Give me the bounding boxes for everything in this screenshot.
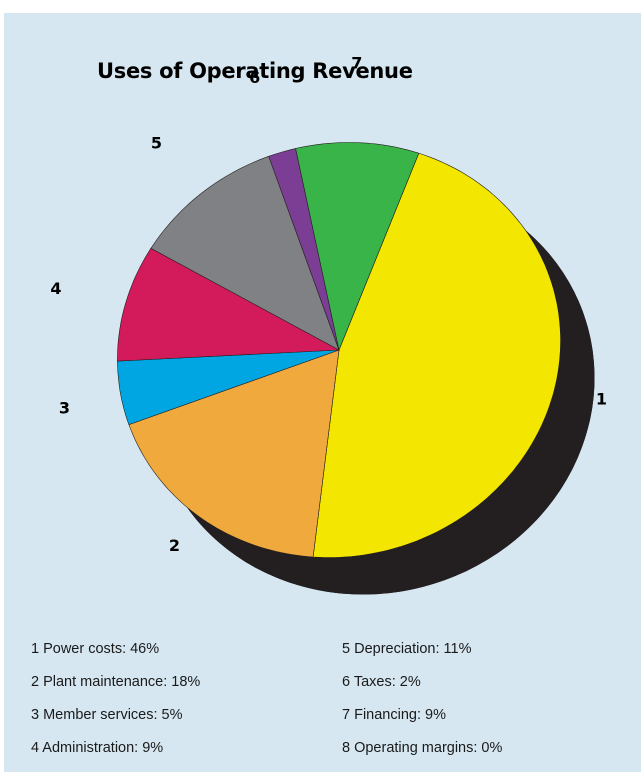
pie-slice-labels: 1 2 3 4 5 6 7 bbox=[50, 54, 607, 556]
chart-title: Uses of Operating Revenue bbox=[97, 59, 413, 83]
legend-item-operating-margins: 8 Operating margins: 0% bbox=[342, 740, 503, 756]
legend-item-member-services: 3 Member services: 5% bbox=[31, 707, 183, 723]
pie-slice-1 bbox=[312, 152, 561, 558]
pie-slice-3 bbox=[117, 349, 340, 425]
legend-item-taxes: 6 Taxes: 2% bbox=[342, 674, 421, 690]
pie-label-5: 5 bbox=[151, 133, 162, 152]
pie-slice-6 bbox=[268, 148, 340, 351]
chart-panel: Uses of Operating Revenue 1 2 3 4 5 6 7 1 Powe… bbox=[4, 13, 641, 772]
pie-label-7: 7 bbox=[351, 54, 362, 73]
pie-label-2: 2 bbox=[169, 536, 180, 555]
pie-label-4: 4 bbox=[50, 279, 61, 298]
pie-slice-5 bbox=[150, 155, 340, 351]
pie-label-1: 1 bbox=[596, 389, 607, 408]
legend-item-financing: 7 Financing: 9% bbox=[342, 707, 446, 723]
pie-chart: 1 2 3 4 5 6 7 bbox=[50, 54, 607, 595]
pie-label-6: 6 bbox=[249, 68, 260, 87]
pie-label-3: 3 bbox=[59, 398, 70, 417]
pie-slice-2 bbox=[128, 349, 340, 558]
legend-item-plant-maintenance: 2 Plant maintenance: 18% bbox=[31, 674, 201, 690]
pie-slice-4 bbox=[117, 247, 341, 362]
legend-item-power-costs: 1 Power costs: 46% bbox=[31, 641, 160, 657]
pie-slice-7 bbox=[295, 142, 420, 352]
legend-item-depreciation: 5 Depreciation: 11% bbox=[342, 641, 472, 657]
legend-item-administration: 4 Administration: 9% bbox=[31, 740, 164, 756]
pie-slices bbox=[117, 142, 561, 558]
